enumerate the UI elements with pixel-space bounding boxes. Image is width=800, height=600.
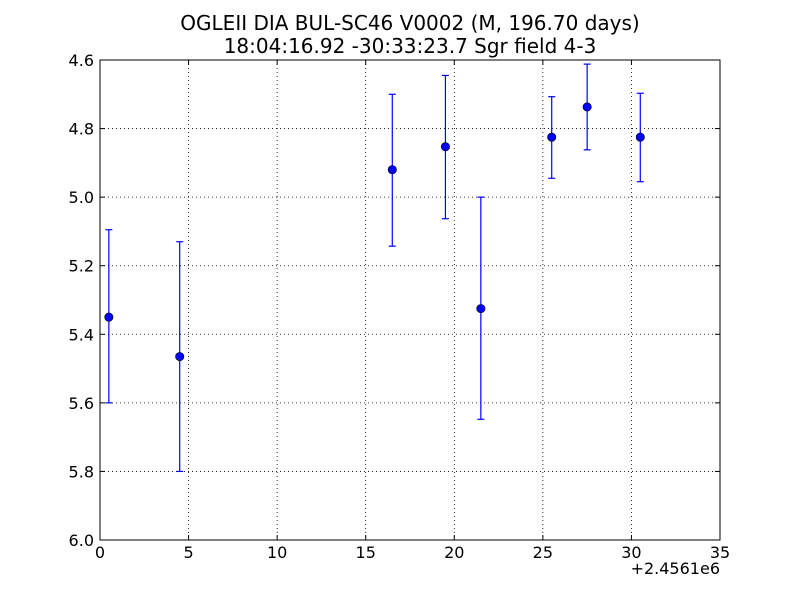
- data-point: [387, 165, 397, 175]
- y-tick-label: 5.0: [69, 188, 94, 207]
- chart-subtitle: 18:04:16.92 -30:33:23.7 Sgr field 4-3: [224, 34, 597, 58]
- data-point: [104, 312, 114, 322]
- y-tick-label: 6.0: [69, 531, 94, 550]
- x-tick-label: 25: [533, 543, 553, 562]
- y-tick-label: 5.4: [69, 325, 94, 344]
- data-point: [582, 102, 592, 112]
- y-tick-label: 5.8: [69, 462, 94, 481]
- data-point: [476, 304, 486, 314]
- tick-labels: 0 5 10 15 20 25 30 35 4.6 4.8 5.0 5.2 5.4 5.6 5.8 6.0: [69, 51, 731, 562]
- x-tick-label: 5: [183, 543, 193, 562]
- chart-title: OGLEII DIA BUL-SC46 V0002 (M, 196.70 day…: [180, 11, 639, 35]
- y-tick-label: 4.6: [69, 51, 94, 70]
- data-point: [547, 132, 557, 142]
- y-tick-label: 5.6: [69, 394, 94, 413]
- data-point: [440, 142, 450, 152]
- y-tick-label: 4.8: [69, 120, 94, 139]
- x-tick-label: 35: [710, 543, 730, 562]
- x-tick-label: 10: [267, 543, 287, 562]
- data-points: [104, 102, 645, 362]
- x-tick-label: 15: [356, 543, 376, 562]
- grid-lines: [100, 60, 720, 540]
- x-tick-label: 0: [95, 543, 105, 562]
- data-point: [175, 352, 185, 362]
- x-tick-label: 20: [444, 543, 464, 562]
- data-point: [635, 132, 645, 142]
- plot-area: [100, 60, 720, 540]
- x-axis-offset-label: +2.4561e6: [631, 559, 720, 578]
- y-tick-label: 5.2: [69, 257, 94, 276]
- plot-frame: [99, 59, 721, 541]
- x-tick-label: 30: [621, 543, 641, 562]
